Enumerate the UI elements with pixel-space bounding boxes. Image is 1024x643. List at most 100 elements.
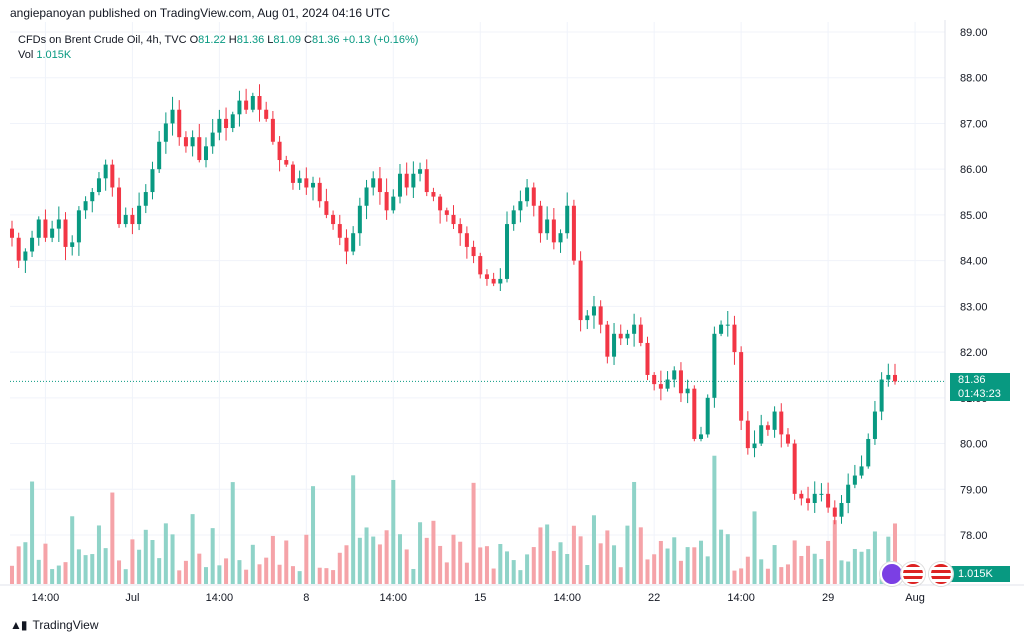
candle-body — [692, 388, 697, 439]
volume-bar — [411, 568, 416, 584]
candle-body — [438, 196, 443, 211]
volume-bar — [143, 529, 148, 584]
volume-bar — [612, 545, 617, 584]
volume-bar — [217, 565, 222, 584]
volume-bar — [244, 569, 249, 584]
y-tick-label: 80.00 — [960, 439, 988, 451]
time-axis: 14:00 Jul 14:00 8 15 14:00 14:00 22 14:00 29 Aug — [0, 584, 1024, 604]
candle-body — [297, 178, 302, 183]
volume-bar — [545, 524, 550, 584]
candle-body — [404, 173, 409, 188]
candle-body — [83, 201, 88, 211]
volume-bar — [304, 534, 309, 584]
symbol-name: CFDs on Brent Crude Oil, 4h, TVC — [18, 34, 187, 46]
us-flag-icon-2[interactable] — [929, 562, 953, 586]
volume-bar — [150, 540, 155, 584]
candle-body — [197, 137, 202, 161]
candle-body — [397, 173, 402, 197]
volume-bar — [672, 537, 677, 584]
volume-bar — [284, 540, 289, 584]
lightning-icon[interactable] — [880, 562, 904, 586]
candle-body — [799, 493, 804, 499]
candle-body — [177, 109, 182, 138]
candle-body — [866, 438, 871, 467]
candle-body — [244, 100, 249, 110]
volume-bar — [331, 570, 336, 584]
candle-body — [304, 178, 309, 188]
volume-bar — [337, 552, 342, 584]
candle-body — [264, 109, 269, 119]
volume-bar — [50, 569, 55, 584]
y-tick-label: 83.00 — [960, 301, 988, 313]
candle-body — [464, 233, 469, 247]
candle-body — [605, 324, 610, 357]
volume-bar — [779, 567, 784, 584]
volume-bar — [792, 540, 797, 584]
high-label: H — [228, 34, 237, 46]
volume-bar — [103, 548, 108, 584]
chart-grid — [10, 22, 945, 584]
candle-body — [444, 210, 449, 215]
candle-body — [792, 443, 797, 494]
candle-body — [632, 324, 637, 334]
candle-body — [103, 164, 108, 179]
x-tick-label: 14:00 — [32, 592, 60, 604]
x-tick-label: Jul — [125, 592, 139, 604]
candle-body — [785, 434, 790, 444]
candle-body — [558, 233, 563, 243]
candle-body — [357, 205, 362, 234]
candle-body — [96, 178, 101, 193]
candle-body — [846, 484, 851, 503]
volume-bar — [30, 481, 35, 584]
candle-body — [859, 466, 864, 476]
us-flag-icon[interactable] — [901, 562, 925, 586]
volume-bar — [444, 562, 449, 584]
volume-bar — [317, 567, 322, 584]
candle-body — [471, 246, 476, 257]
volume-bar — [892, 523, 898, 584]
candle-body — [384, 192, 389, 211]
candle-body — [277, 141, 282, 161]
volume-bar — [712, 455, 717, 584]
last-price-value: 81.36 — [958, 374, 986, 386]
low-label: L — [267, 34, 274, 46]
y-tick-label: 78.00 — [960, 530, 988, 542]
candle-body — [886, 374, 891, 380]
candle-body — [779, 411, 784, 435]
candle-body — [30, 237, 35, 252]
candle-body — [892, 374, 898, 382]
x-tick-label: 14:00 — [727, 592, 755, 604]
candle-body — [351, 233, 356, 252]
volume-bar — [364, 527, 369, 584]
volume-bar — [90, 554, 95, 584]
volume-bar — [277, 564, 282, 584]
candle-body — [498, 278, 503, 284]
candle-body — [157, 141, 162, 170]
volume-bar — [799, 556, 804, 584]
candle-body — [678, 370, 683, 394]
volume-bar — [76, 549, 81, 584]
volume-bar — [56, 565, 61, 584]
low-value: 81.09 — [273, 34, 301, 46]
candle-body — [117, 187, 122, 225]
candle-body — [150, 169, 155, 193]
candle-body — [377, 178, 382, 193]
y-tick-label: 86.00 — [960, 164, 988, 176]
candle-body — [230, 114, 235, 129]
candle-body — [137, 205, 142, 225]
volume-bar — [357, 537, 362, 584]
volume-bar — [16, 546, 21, 584]
volume-bar — [424, 537, 429, 584]
candle-body — [839, 502, 844, 517]
candle-body — [705, 397, 710, 435]
y-tick-label: 79.00 — [960, 484, 988, 496]
volume-bar — [230, 482, 235, 584]
volume-bar — [699, 540, 704, 584]
candle-body — [578, 260, 583, 321]
volume-bar — [197, 553, 202, 584]
candle-body — [551, 219, 556, 243]
volume-bar — [558, 542, 563, 584]
candle-body — [270, 118, 275, 142]
candle-body — [76, 210, 81, 243]
